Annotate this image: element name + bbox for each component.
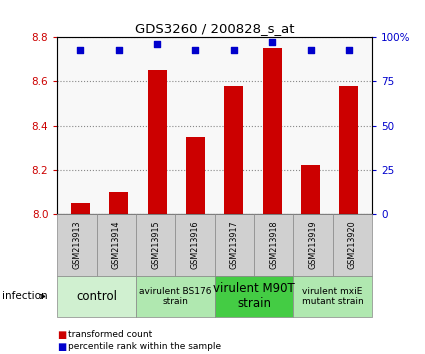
Text: transformed count: transformed count <box>68 330 152 339</box>
Text: infection: infection <box>2 291 48 302</box>
Bar <box>339 86 358 214</box>
Point <box>307 47 314 52</box>
Point <box>115 47 122 52</box>
Text: GSM213915: GSM213915 <box>151 221 160 269</box>
Bar <box>186 137 205 214</box>
Text: GSM213914: GSM213914 <box>112 221 121 269</box>
Text: GSM213916: GSM213916 <box>190 221 199 269</box>
Title: GDS3260 / 200828_s_at: GDS3260 / 200828_s_at <box>135 22 295 35</box>
Text: percentile rank within the sample: percentile rank within the sample <box>68 342 221 352</box>
Point <box>346 47 352 52</box>
Text: GSM213913: GSM213913 <box>73 221 82 269</box>
Bar <box>109 192 128 214</box>
Text: GSM213917: GSM213917 <box>230 221 239 269</box>
Text: ■: ■ <box>57 342 67 352</box>
Bar <box>263 48 282 214</box>
Text: GSM213919: GSM213919 <box>309 221 317 269</box>
Text: control: control <box>76 290 117 303</box>
Point <box>230 47 237 52</box>
Point <box>154 41 161 47</box>
Text: GSM213920: GSM213920 <box>348 221 357 269</box>
Point <box>269 40 275 45</box>
Text: ■: ■ <box>57 330 67 339</box>
Text: GSM213918: GSM213918 <box>269 221 278 269</box>
Bar <box>224 86 244 214</box>
Bar <box>301 165 320 214</box>
Text: avirulent BS176
strain: avirulent BS176 strain <box>139 287 212 306</box>
Text: virulent M90T
strain: virulent M90T strain <box>213 282 295 310</box>
Text: virulent mxiE
mutant strain: virulent mxiE mutant strain <box>302 287 363 306</box>
Bar <box>71 203 90 214</box>
Point <box>77 47 84 52</box>
Bar <box>147 70 167 214</box>
Point <box>192 47 199 52</box>
